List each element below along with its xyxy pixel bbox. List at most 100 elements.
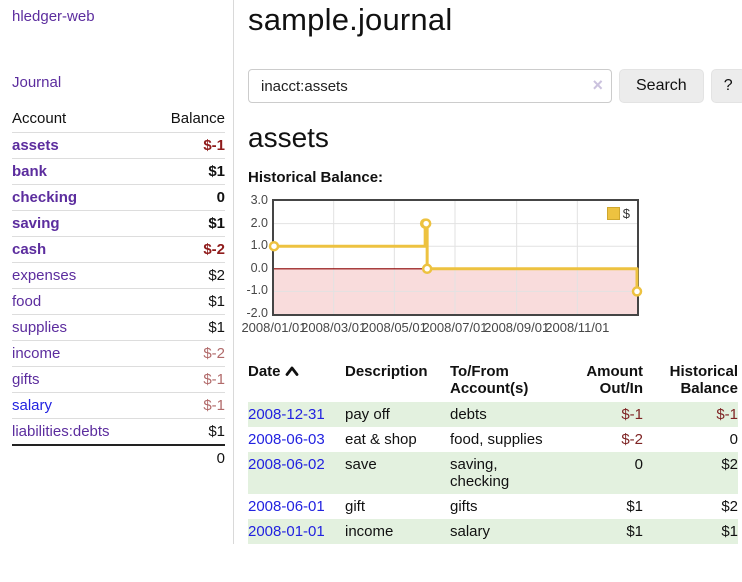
- historical-balance-chart: 3.0 2.0 1.0 0.0 -1.0 -2.0 $ 2008/01/01 2008/03…: [241, 193, 742, 341]
- register-date-link[interactable]: 2008-06-01: [248, 498, 325, 515]
- search-form: × Search ?: [248, 69, 742, 103]
- y-axis-tick-label: 1.0: [250, 238, 268, 253]
- transaction-balance: $-1: [716, 406, 738, 423]
- account-column-header: To/From Account(s): [450, 363, 529, 397]
- y-axis-tick-label: -2.0: [246, 306, 268, 320]
- sidebar-item-journal[interactable]: Journal: [12, 74, 62, 91]
- transaction-row[interactable]: 2008-01-01 income salary $1 $1: [248, 519, 738, 544]
- transaction-row[interactable]: 2008-06-01 gift gifts $1 $2: [248, 494, 738, 519]
- account-balance: $2: [208, 267, 225, 284]
- account-balance: $-2: [203, 345, 225, 362]
- accounts-table: Account Balance assets $-1 bank $1 check…: [12, 107, 225, 471]
- transaction-accounts: salary: [450, 523, 491, 540]
- register-header-row: Date Description To/From Account(s) Amou…: [248, 361, 738, 402]
- transaction-balance: $1: [721, 523, 738, 540]
- account-row: cash $-2: [12, 236, 225, 263]
- transaction-description: income: [345, 523, 394, 540]
- account-balance: $1: [208, 163, 225, 180]
- account-balance: $-1: [203, 397, 225, 414]
- help-button[interactable]: ?: [710, 69, 742, 103]
- account-link[interactable]: checking: [12, 189, 78, 206]
- transaction-row[interactable]: 2008-06-02 save saving, checking 0 $2: [248, 452, 738, 494]
- register-date-link[interactable]: 2008-06-03: [248, 431, 325, 448]
- transaction-accounts: gifts: [450, 498, 478, 515]
- balance-column-header: Balance: [170, 110, 225, 127]
- search-input[interactable]: [248, 69, 612, 103]
- chart-title: Historical Balance:: [248, 169, 384, 186]
- search-input-wrap: ×: [248, 69, 612, 103]
- chart-plot-area: $: [268, 199, 643, 316]
- account-row: gifts $-1: [12, 366, 225, 393]
- accounts-total-row: 0: [12, 445, 225, 471]
- y-axis-tick-label: 2.0: [250, 215, 268, 230]
- y-axis-tick-label: -1.0: [246, 283, 268, 298]
- account-link[interactable]: cash: [12, 241, 47, 258]
- account-column-header: Account: [12, 110, 67, 127]
- balance-column-header: Historical Balance: [669, 363, 738, 397]
- account-row: liabilities:debts $1: [12, 418, 225, 446]
- amount-column-header: Amount Out/In: [586, 363, 643, 397]
- account-link[interactable]: gifts: [12, 371, 40, 388]
- description-column-header: Description: [345, 363, 428, 380]
- account-row: saving $1: [12, 210, 225, 237]
- account-balance: $1: [208, 319, 225, 336]
- sort-ascending-icon: [285, 366, 298, 376]
- legend-swatch-icon: [606, 207, 620, 220]
- x-axis-tick-label: 2008/03/01: [301, 320, 367, 335]
- account-balance: $-1: [203, 137, 225, 154]
- account-link[interactable]: liabilities:debts: [12, 423, 110, 440]
- account-balance: 0: [216, 189, 225, 206]
- register-table: Date Description To/From Account(s) Amou…: [248, 361, 738, 544]
- register-date-link[interactable]: 2008-12-31: [248, 406, 325, 423]
- date-column-header[interactable]: Date: [248, 361, 345, 402]
- account-link[interactable]: assets: [12, 137, 59, 154]
- register-date-link[interactable]: 2008-06-02: [248, 456, 325, 473]
- account-row: bank $1: [12, 158, 225, 185]
- account-link[interactable]: saving: [12, 215, 60, 232]
- transaction-amount: $-2: [621, 431, 643, 448]
- transaction-accounts: debts: [450, 406, 487, 423]
- account-row: assets $-1: [12, 132, 225, 159]
- account-link[interactable]: expenses: [12, 267, 77, 284]
- chart-canvas: [268, 201, 643, 314]
- transaction-balance: $2: [721, 498, 738, 515]
- x-axis-tick-label: 2008/07/01: [422, 320, 488, 335]
- transaction-row[interactable]: 2008-12-31 pay off debts $-1 $-1: [248, 402, 738, 427]
- chart-y-axis-labels: 3.0 2.0 1.0 0.0 -1.0 -2.0: [246, 193, 268, 320]
- register-date-link[interactable]: 2008-01-01: [248, 523, 325, 540]
- account-row: salary $-1: [12, 392, 225, 419]
- accounts-total-balance: 0: [216, 450, 225, 467]
- account-link[interactable]: salary: [12, 397, 53, 414]
- chart-legend: $: [604, 205, 632, 222]
- accounts-table-header: Account Balance: [12, 107, 225, 133]
- account-row: supplies $1: [12, 314, 225, 341]
- account-row: expenses $2: [12, 262, 225, 289]
- account-link[interactable]: food: [12, 293, 42, 310]
- transaction-amount: $1: [626, 498, 643, 515]
- x-axis-tick-label: 2008/09/01: [484, 320, 550, 335]
- account-link[interactable]: income: [12, 345, 61, 362]
- account-balance: $1: [208, 423, 225, 440]
- transaction-row[interactable]: 2008-06-03 eat & shop food, supplies $-2…: [248, 427, 738, 452]
- transaction-description: save: [345, 456, 377, 473]
- transaction-description: gift: [345, 498, 366, 515]
- main-content: sample.journal × Search ? assets Histori…: [234, 0, 742, 544]
- hledger-web-app: hledger-web Journal Account Balance asse…: [12, 0, 742, 544]
- search-button[interactable]: Search: [619, 69, 704, 103]
- x-axis-tick-label: 2008/01/01: [241, 320, 307, 335]
- chart-x-axis-labels: 2008/01/01 2008/03/01 2008/05/01 2008/07/01…: [241, 320, 742, 338]
- x-axis-tick-label: 2008/05/01: [361, 320, 427, 335]
- clear-search-icon[interactable]: ×: [592, 75, 603, 95]
- transaction-description: pay off: [345, 406, 390, 423]
- account-link[interactable]: bank: [12, 163, 48, 180]
- account-balance: $-2: [203, 241, 225, 258]
- transaction-balance: 0: [729, 431, 738, 448]
- account-link[interactable]: supplies: [12, 319, 68, 336]
- transaction-balance: $2: [721, 456, 738, 473]
- account-heading: assets: [248, 122, 329, 153]
- transaction-amount: $1: [626, 523, 643, 540]
- brand-link[interactable]: hledger-web: [12, 8, 95, 25]
- account-balance: $1: [208, 215, 225, 232]
- y-axis-tick-label: 3.0: [250, 193, 268, 207]
- balance-line-svg: [268, 201, 643, 314]
